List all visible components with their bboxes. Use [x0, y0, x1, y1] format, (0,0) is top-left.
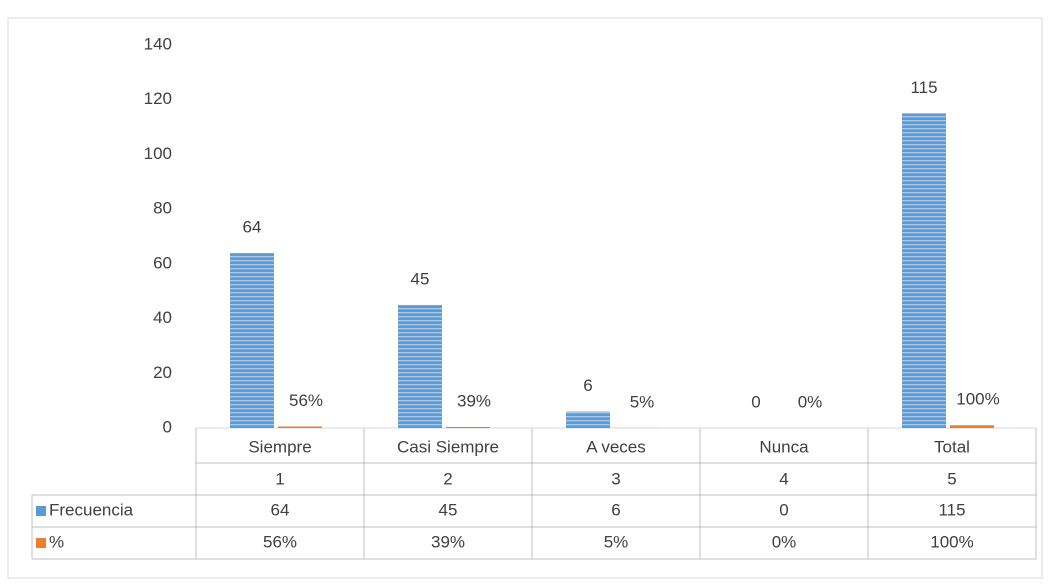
table-cell: 0 [779, 500, 788, 519]
y-tick-label: 20 [153, 363, 172, 382]
category-number: 4 [779, 469, 788, 488]
y-tick-label: 140 [144, 34, 172, 53]
data-label: 56% [289, 391, 323, 410]
bar [950, 425, 994, 428]
data-label: 115 [910, 78, 937, 97]
data-label: 6 [583, 376, 592, 395]
bar [566, 412, 610, 428]
data-label: 0% [798, 392, 823, 411]
data-label: 64 [243, 217, 262, 236]
legend-swatch [36, 538, 46, 548]
data-label: 5% [630, 392, 655, 411]
category-number: 5 [947, 469, 956, 488]
data-label: 39% [457, 391, 491, 410]
bar [902, 113, 946, 428]
category-label: A veces [586, 437, 646, 456]
legend-swatch [36, 506, 46, 516]
bar [278, 426, 322, 428]
table-cell: 5% [604, 532, 629, 551]
table-cell: 39% [431, 532, 465, 551]
category-label: Casi Siempre [397, 437, 499, 456]
y-tick-label: 80 [153, 199, 172, 218]
category-label: Total [934, 437, 970, 456]
data-label: 0 [751, 392, 760, 411]
table-cell: 45 [439, 500, 458, 519]
y-tick-label: 40 [153, 308, 172, 327]
table-cell: 64 [271, 500, 290, 519]
category-label: Siempre [248, 437, 311, 456]
y-tick-label: 120 [144, 89, 172, 108]
y-tick-label: 60 [153, 253, 172, 272]
category-label: Nunca [759, 437, 809, 456]
y-tick-label: 0 [163, 417, 172, 436]
table-cell: 0% [772, 532, 797, 551]
legend-label: % [49, 532, 64, 551]
table-cell: 115 [938, 500, 965, 519]
table-cell: 6 [611, 500, 620, 519]
category-number: 2 [443, 469, 452, 488]
data-label: 100% [956, 390, 999, 409]
category-number: 1 [275, 469, 284, 488]
table-cell: 56% [263, 532, 297, 551]
bar [230, 253, 274, 428]
y-tick-label: 100 [144, 144, 172, 163]
bar [398, 305, 442, 428]
legend-label: Frecuencia [49, 500, 134, 519]
bar [446, 427, 490, 428]
data-label: 45 [411, 269, 430, 288]
table-cell: 100% [930, 532, 973, 551]
category-number: 3 [611, 469, 620, 488]
